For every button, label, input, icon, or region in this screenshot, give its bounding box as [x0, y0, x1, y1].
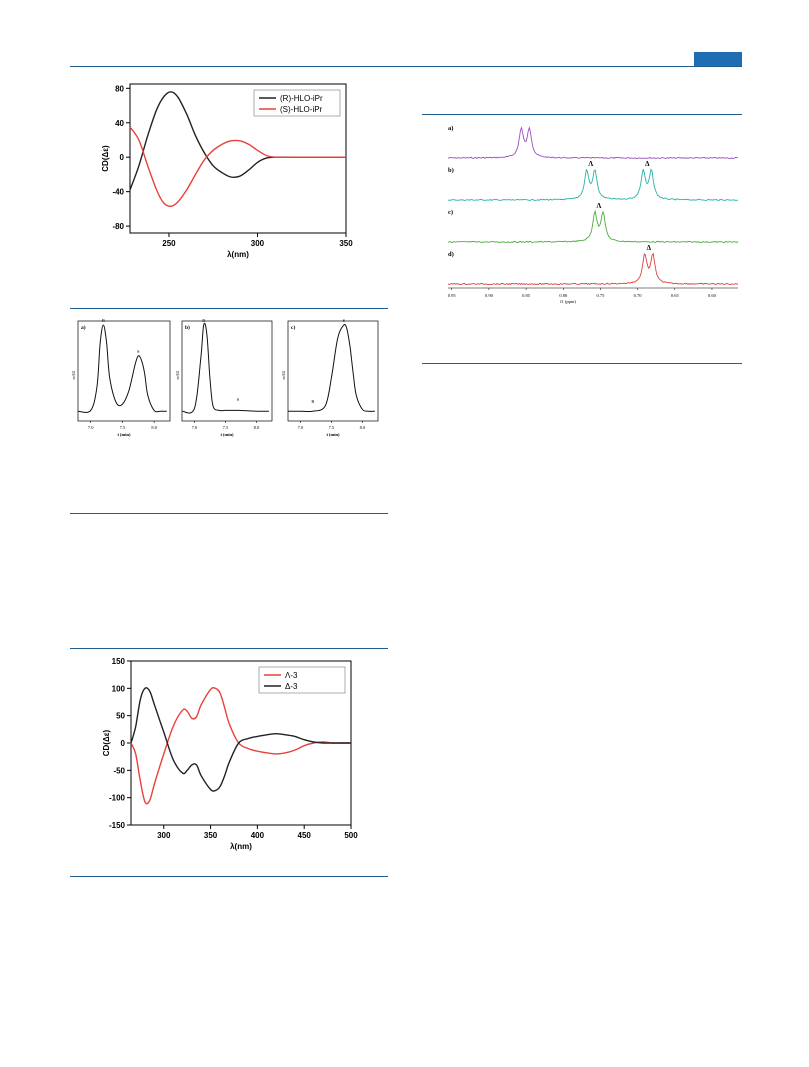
- series-line: [129, 126, 346, 208]
- peak-label: S: [137, 349, 140, 354]
- y-tick-label: -40: [112, 188, 124, 197]
- x-tick-label: 500: [344, 831, 358, 840]
- x-tick-label: 0.80: [559, 293, 568, 298]
- x-axis-label: t (min): [326, 432, 340, 437]
- x-tick-label: 0.60: [708, 293, 717, 298]
- chromatogram-line: [181, 322, 269, 414]
- panel-label: d): [448, 251, 454, 258]
- y-axis-label: CD(Δε): [101, 145, 110, 172]
- x-tick-label: 8.0: [254, 425, 260, 430]
- section-rule: [70, 513, 388, 514]
- x-tick-label: 300: [157, 831, 171, 840]
- x-tick-label: 0.90: [485, 293, 494, 298]
- y-tick-label: 50: [116, 712, 125, 721]
- plot-frame: [129, 83, 347, 234]
- x-tick-label: 7.5: [120, 425, 126, 430]
- x-axis-label: λ(nm): [230, 842, 252, 851]
- series-line: [130, 687, 351, 792]
- header-tab: [694, 52, 742, 66]
- nmr-spectrum-line: [447, 209, 739, 244]
- peak-label: Δ: [647, 244, 652, 252]
- nmr-spectrum-line: [447, 126, 739, 160]
- y-tick-label: -150: [109, 821, 126, 830]
- x-tick-label: 0.95: [448, 293, 457, 298]
- legend-box: [258, 666, 346, 694]
- x-tick-label: 0.70: [634, 293, 643, 298]
- x-tick-label: 8.0: [360, 425, 366, 430]
- x-tick-label: 7.0: [88, 425, 94, 430]
- x-tick-label: 0.85: [522, 293, 531, 298]
- x-axis-label: t (min): [117, 432, 131, 437]
- x-tick-label: 0.75: [596, 293, 605, 298]
- section-rule: [70, 648, 388, 649]
- panel-label: b): [185, 324, 190, 331]
- panel-label: a): [81, 324, 86, 331]
- x-axis-label: λ(nm): [227, 250, 249, 259]
- series-line: [130, 686, 351, 805]
- peak-label: R: [102, 318, 105, 323]
- y-tick-label: 150: [112, 657, 126, 666]
- legend-label: Λ-3: [285, 671, 298, 680]
- y-tick-label: -80: [112, 222, 124, 231]
- legend-label: (S)-HLO-iPr: [280, 105, 323, 114]
- section-rule: [422, 363, 742, 364]
- x-tick-label: 0.65: [671, 293, 680, 298]
- x-tick-label: 450: [298, 831, 312, 840]
- legend-box: [253, 89, 341, 117]
- x-tick-label: 400: [251, 831, 265, 840]
- header-rule: [70, 66, 742, 67]
- x-tick-label: 250: [162, 239, 176, 248]
- y-tick-label: 0: [120, 153, 125, 162]
- x-tick-label: 7.5: [329, 425, 335, 430]
- x-tick-label: 7.5: [223, 425, 229, 430]
- peak-label: Δ: [645, 160, 650, 168]
- legend-label: Δ-3: [285, 682, 298, 691]
- peak-label: R: [202, 318, 205, 323]
- x-axis-label: t (min): [220, 432, 234, 437]
- section-rule: [70, 876, 388, 877]
- x-axis-label: f1 (ppm): [560, 299, 576, 304]
- panel-label: c): [448, 209, 453, 216]
- cd-spectrum-hlo-chart: 80 40 0 -40 -80 250 300 350 λ(nm) CD(Δε) (R)-HLO-i…: [101, 83, 353, 259]
- y-tick-label: -50: [113, 766, 125, 775]
- y-axis-label: mAU: [175, 370, 180, 379]
- nmr-spectra-chart: a) b) Λ Δc) Λd) Δ 0.95 0.90 0.85 0.80 0.75 0.70 0.65…: [447, 125, 739, 304]
- peak-label: R: [311, 399, 314, 404]
- x-tick-label: 350: [204, 831, 218, 840]
- panel-frame: [77, 320, 171, 422]
- peak-label: Λ: [596, 202, 601, 210]
- panel-frame: [181, 320, 273, 422]
- y-axis-label: CD(Δε): [102, 729, 111, 756]
- y-tick-label: 40: [115, 119, 124, 128]
- panel-frame: [287, 320, 379, 422]
- hplc-chromatogram-chart: a) mAU 7.0 7.5 8.0 t (min) R Sb) mAU 7.0 7.5 8.0 t (…: [71, 318, 379, 437]
- x-tick-label: 300: [251, 239, 265, 248]
- x-tick-label: 7.0: [298, 425, 304, 430]
- section-rule: [422, 114, 742, 115]
- x-tick-label: 350: [339, 239, 353, 248]
- peak-label: Λ: [588, 160, 593, 168]
- peak-label: S: [343, 318, 346, 323]
- panel-label: a): [448, 125, 453, 132]
- section-rule: [70, 308, 388, 309]
- y-axis-label: mAU: [281, 370, 286, 379]
- panel-label: b): [448, 167, 454, 174]
- x-tick-label: 8.0: [151, 425, 157, 430]
- y-tick-label: 80: [115, 84, 124, 93]
- chromatogram-line: [288, 324, 375, 413]
- panel-label: c): [291, 324, 295, 331]
- y-tick-label: 100: [112, 684, 126, 693]
- x-tick-label: 7.0: [192, 425, 198, 430]
- y-tick-label: -100: [109, 794, 126, 803]
- nmr-spectrum-line: [447, 168, 739, 202]
- nmr-spectrum-line: [447, 252, 739, 286]
- y-tick-label: 0: [121, 739, 126, 748]
- legend-label: (R)-HLO-iPr: [280, 94, 323, 103]
- peak-label: S: [237, 397, 240, 402]
- chromatogram-line: [77, 324, 167, 413]
- y-axis-label: mAU: [71, 370, 76, 379]
